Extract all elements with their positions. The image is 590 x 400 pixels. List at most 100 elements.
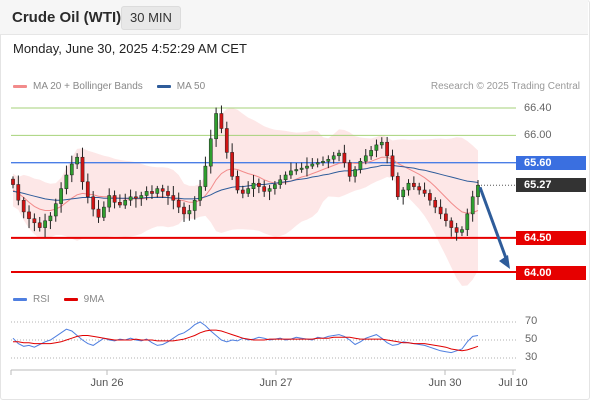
candle-down <box>257 182 261 187</box>
candle-up <box>75 156 79 165</box>
candle-down <box>438 206 443 215</box>
candle-down <box>422 189 427 194</box>
bollinger-band <box>13 107 478 286</box>
candle-up <box>379 141 384 146</box>
rsi-swatch-icon <box>13 298 27 301</box>
candle-up <box>144 191 149 196</box>
candle-up <box>128 196 133 201</box>
candle-up <box>192 200 197 211</box>
candle-up <box>251 182 256 189</box>
timeframe-button[interactable]: 30 MIN <box>121 6 181 30</box>
ma20-swatch-icon <box>13 85 27 88</box>
legend-ma50-label: MA 50 <box>176 81 206 92</box>
candle-up <box>208 138 213 167</box>
candle-up <box>187 210 192 215</box>
candle-up <box>476 184 480 198</box>
level-label-65-60: 65.60 <box>516 156 586 170</box>
candle-down <box>235 176 240 191</box>
ma50-swatch-icon <box>156 85 171 88</box>
candle-up <box>246 188 251 194</box>
candle-down <box>134 196 138 199</box>
candle-up <box>401 189 406 198</box>
level-label-66-40: 66.40 <box>524 102 552 114</box>
x-tick-jun30: Jun 30 <box>428 377 462 389</box>
candle-down <box>21 200 26 213</box>
candle-up <box>139 195 144 199</box>
candle-up <box>315 162 320 165</box>
candle-down <box>91 196 96 210</box>
candle-up <box>123 200 128 206</box>
candle-down <box>166 191 170 196</box>
candle-down <box>444 213 448 221</box>
candle-up <box>363 155 368 162</box>
rsi-tick-50: 50 <box>525 333 538 345</box>
legend-rsi: RSI <box>13 294 50 305</box>
legend-ma50: MA 50 <box>156 81 206 92</box>
candle-down <box>385 141 389 157</box>
level-label-64-50: 64.50 <box>516 231 586 245</box>
x-tick-jul10: Jul 10 <box>498 377 528 389</box>
x-tick-jun26: Jun 26 <box>90 377 124 389</box>
candle-up <box>198 186 202 201</box>
ma9-swatch-icon <box>63 298 78 301</box>
level-label-66-00: 66.00 <box>524 129 552 141</box>
candle-down <box>219 113 224 129</box>
header-bar: Crude Oil (WTI) 30 MIN <box>0 0 588 35</box>
last-price-label: 65.27 <box>516 178 586 192</box>
candle-down <box>428 193 432 201</box>
candle-up <box>267 188 272 192</box>
ma50-line <box>12 164 479 201</box>
candle-up <box>289 170 293 176</box>
candle-up <box>155 188 160 194</box>
candle-down <box>37 222 42 228</box>
candle-up <box>406 182 411 191</box>
legend-ma20-label: MA 20 + Bollinger Bands <box>33 81 143 92</box>
candle-up <box>358 161 363 170</box>
candle-up <box>102 206 106 218</box>
rsi-9ma-line <box>13 329 479 352</box>
rsi-line <box>12 321 479 354</box>
candle-down <box>262 186 267 192</box>
candle-down <box>230 152 234 177</box>
candle-down <box>27 211 31 219</box>
candle-up <box>326 159 331 162</box>
candle-down <box>433 200 438 208</box>
candle-up <box>59 188 63 204</box>
price-legend: MA 20 + Bollinger Bands MA 50 <box>13 81 219 92</box>
x-tick-jun27: Jun 27 <box>259 377 293 389</box>
rsi-tick-30: 30 <box>525 351 538 363</box>
candle-down <box>11 178 15 185</box>
candle-up <box>310 163 315 167</box>
candle-up <box>353 169 357 177</box>
ma20-line <box>12 156 479 214</box>
legend-9ma-label: 9MA <box>83 294 105 305</box>
candle-up <box>273 184 277 189</box>
candle-down <box>342 152 347 163</box>
legend-9ma: 9MA <box>63 294 105 305</box>
candle-down <box>32 218 37 224</box>
candle-down <box>390 155 395 177</box>
timestamp: Monday, June 30, 2025 4:52:29 AM CET <box>13 41 247 56</box>
instrument-title: Crude Oil (WTI) <box>12 9 122 26</box>
legend-ma20: MA 20 + Bollinger Bands <box>13 81 143 92</box>
forecast-arrow-shaft <box>478 186 509 262</box>
candle-down <box>80 156 85 183</box>
candle-down <box>449 220 454 228</box>
candle-down <box>347 162 352 177</box>
candle-up <box>48 215 53 222</box>
candle-down <box>395 176 400 198</box>
candle-down <box>16 184 21 201</box>
candle-up <box>331 155 336 160</box>
candle-up <box>214 113 218 140</box>
candle-up <box>203 165 208 187</box>
candle-up <box>369 150 373 157</box>
candle-up <box>374 144 379 151</box>
forecast-arrow-head-icon <box>499 255 510 269</box>
candle-up <box>299 167 304 170</box>
candle-up <box>278 179 283 185</box>
candle-up <box>107 195 112 208</box>
candle-down <box>240 189 245 194</box>
candle-down <box>182 206 186 215</box>
candle-down <box>417 186 422 191</box>
